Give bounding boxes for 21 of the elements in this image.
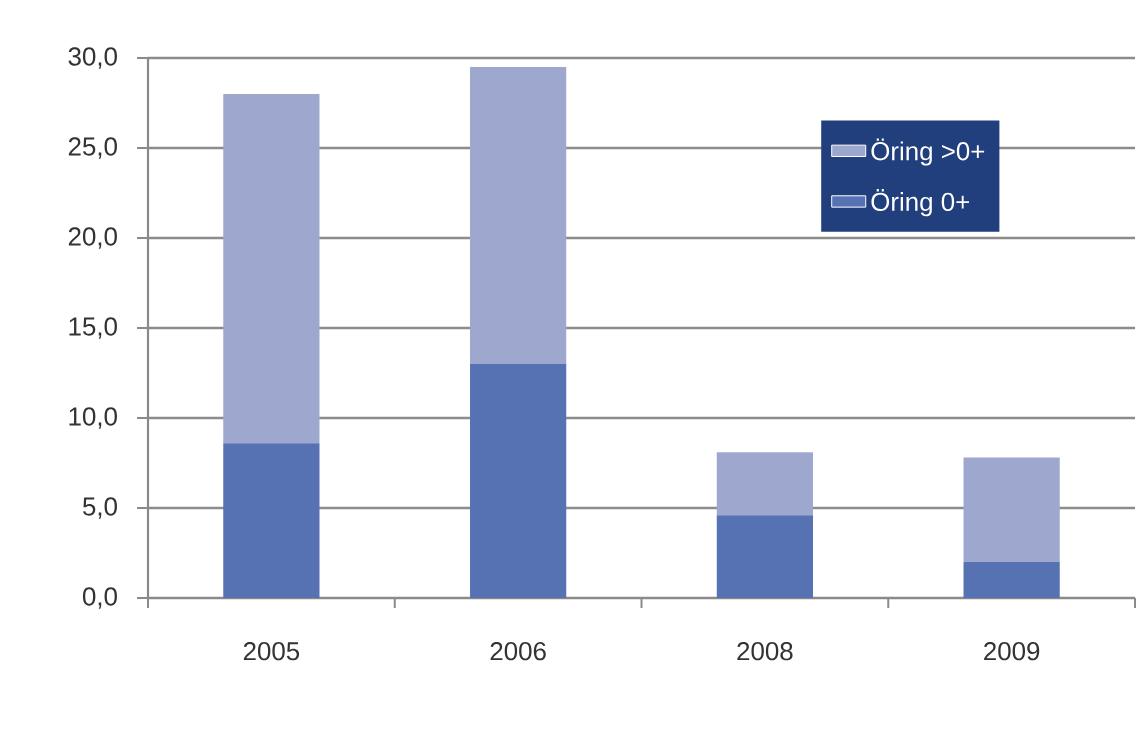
y-tick-label: 20,0 [68, 227, 117, 249]
bar [470, 364, 567, 598]
x-tick-label: 2005 [243, 642, 300, 661]
bar [963, 457, 1060, 562]
y-tick-label: 25,0 [68, 137, 117, 159]
y-tick-label: 15,0 [69, 317, 117, 339]
bar [963, 562, 1060, 598]
bar [716, 515, 813, 598]
y-tick-label: 5,0 [82, 497, 117, 519]
bar [223, 94, 320, 444]
y-tick-label: 30,0 [68, 47, 117, 69]
bar [223, 443, 320, 598]
y-tick-label: 0,0 [82, 587, 117, 609]
x-tick-label: 2009 [984, 642, 1040, 661]
bar [470, 67, 567, 364]
legend-label: Öring >0+ [871, 138, 985, 166]
x-tick-label: 2008 [737, 642, 793, 661]
bar [716, 452, 813, 516]
y-tick-label: 10,0 [69, 407, 117, 429]
legend-label: Öring 0+ [871, 189, 969, 217]
x-tick-label: 2006 [490, 642, 546, 661]
